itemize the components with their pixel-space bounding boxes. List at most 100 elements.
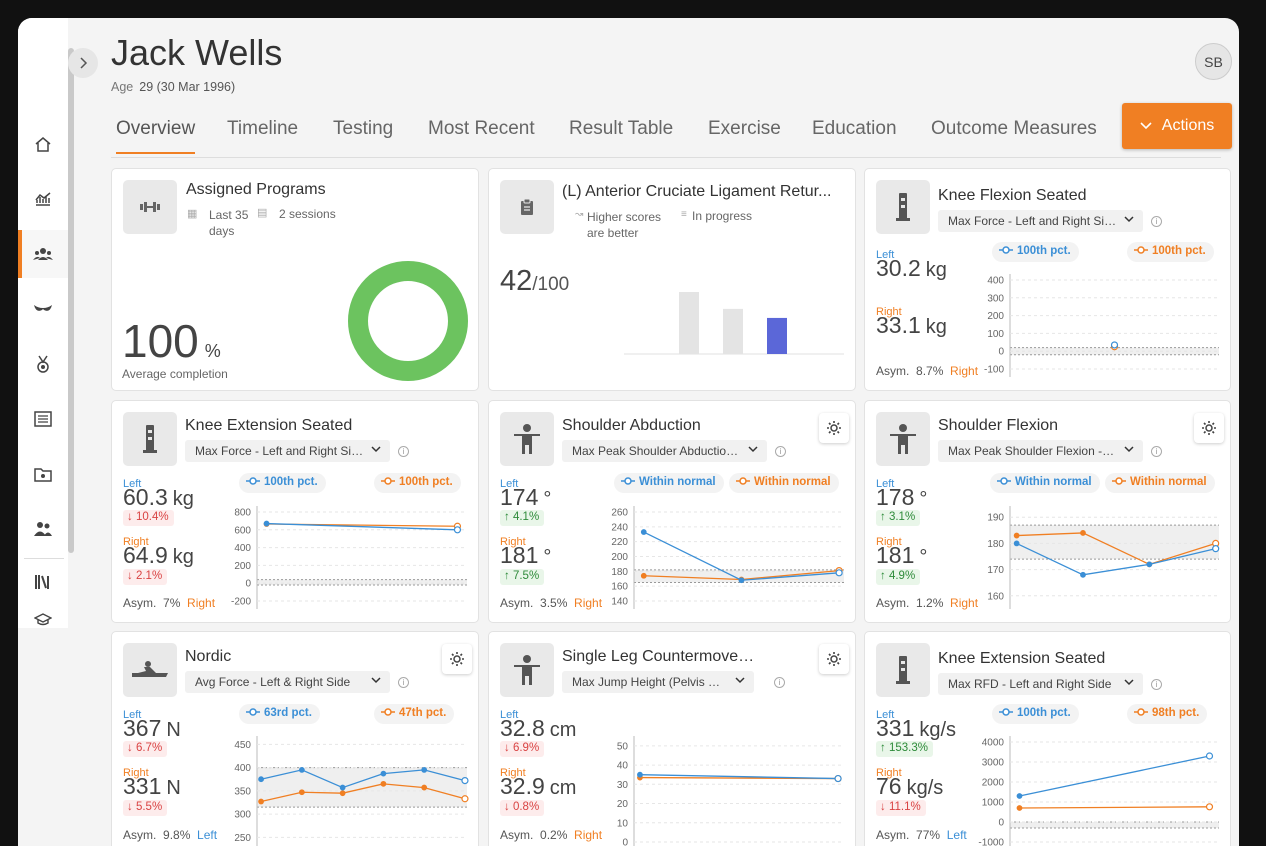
right-data-point <box>1080 530 1086 536</box>
team-icon[interactable] <box>18 505 68 553</box>
right-value: 181 ° <box>876 542 927 569</box>
right-percentile-text: 47th pct. <box>399 707 447 719</box>
tab-testing[interactable]: Testing <box>333 118 394 139</box>
metric-card[interactable]: Shoulder Flexion Max Peak Shoulder Flexi… <box>864 400 1231 623</box>
tab-overview[interactable]: Overview <box>116 118 196 154</box>
settings-button[interactable] <box>442 644 472 674</box>
right-value-number: 32.9 <box>500 773 545 799</box>
programs-title: Assigned Programs <box>186 181 326 198</box>
info-icon[interactable]: i <box>774 677 785 688</box>
info-icon[interactable]: i <box>775 446 786 457</box>
metric-card[interactable]: Knee Extension Seated Max Force - Left a… <box>111 400 479 623</box>
left-value: 331 kg/s <box>876 715 956 742</box>
left-percentile-text: 100th pct. <box>1017 245 1071 257</box>
legend-marker-icon <box>1134 708 1148 716</box>
left-data-point <box>339 784 346 791</box>
normal-range-band <box>257 767 467 808</box>
folder-icon[interactable] <box>18 450 68 498</box>
sidebar-toggle-button[interactable] <box>68 48 98 78</box>
tab-result-table[interactable]: Result Table <box>569 118 674 139</box>
acl-bar <box>723 308 743 354</box>
left-series-line <box>1019 755 1210 797</box>
acl-score-value: 42 <box>500 265 533 297</box>
person-icon <box>876 412 930 466</box>
tab-education[interactable]: Education <box>812 118 897 139</box>
tab-outcome-measures[interactable]: Outcome Measures <box>931 118 1097 139</box>
metric-select[interactable]: Max Peak Shoulder Abduction... <box>562 440 767 462</box>
metric-card[interactable]: Nordic Avg Force - Left & Right Side i L… <box>111 631 479 846</box>
left-percentile-text: 100th pct. <box>264 476 318 488</box>
right-value-number: 181 <box>876 542 915 568</box>
metric-card[interactable]: Knee Flexion Seated Max Force - Left and… <box>864 168 1231 391</box>
metric-select[interactable]: Max Force - Left and Right Side <box>185 440 390 462</box>
assigned-programs-card[interactable]: Assigned Programs ▦ Last 35 days ▤ 2 ses… <box>111 168 479 391</box>
metric-select-value: Max Peak Shoulder Abduction... <box>572 444 743 458</box>
library-icon[interactable] <box>18 558 68 606</box>
status-icon: ≡ <box>681 209 687 220</box>
left-data-point <box>738 577 745 584</box>
left-change-badge: ↑ 3.1% <box>876 510 921 526</box>
left-data-point <box>637 771 643 778</box>
left-percentile-text: Within normal <box>1015 476 1092 488</box>
y-tick-label: -200 <box>231 597 251 608</box>
info-icon[interactable]: i <box>1151 216 1162 227</box>
metric-select[interactable]: Max Force - Left and Right Side <box>938 210 1143 232</box>
asymmetry-text: Asym. 3.5% Right <box>500 596 602 610</box>
asym-side: Right <box>574 596 603 610</box>
left-value-unit: cm <box>549 719 577 741</box>
info-icon[interactable]: i <box>398 677 409 688</box>
bra-icon[interactable] <box>18 285 68 333</box>
info-icon[interactable]: i <box>1151 679 1162 690</box>
completion-value: 100% <box>122 314 221 368</box>
left-data-point <box>258 776 264 783</box>
metric-card[interactable]: Single Leg Countermovem... Max Jump Heig… <box>488 631 856 846</box>
right-series-line <box>1019 806 1210 809</box>
list-icon[interactable] <box>18 395 68 443</box>
y-tick-label: 220 <box>611 537 628 548</box>
settings-button[interactable] <box>1194 413 1224 443</box>
metric-select-value: Max Jump Height (Pelvis Displ... <box>572 675 745 689</box>
metric-select[interactable]: Max Peak Shoulder Flexion - L... <box>938 440 1143 462</box>
left-series-line <box>639 774 839 780</box>
info-icon[interactable]: i <box>398 446 409 457</box>
metric-card[interactable]: Knee Extension Seated Max RFD - Left and… <box>864 631 1231 846</box>
right-percentile-text: Within normal <box>1130 476 1207 488</box>
left-data-point <box>1013 540 1020 547</box>
sidebar <box>18 18 74 628</box>
education-icon[interactable] <box>18 600 68 640</box>
sidebar-scrollbar[interactable] <box>68 48 74 553</box>
asym-label: Asym. <box>123 596 157 610</box>
user-avatar[interactable]: SB <box>1195 43 1232 80</box>
settings-button[interactable] <box>819 644 849 674</box>
analytics-icon[interactable] <box>18 175 68 223</box>
actions-button[interactable]: Actions <box>1122 103 1232 149</box>
right-label: Right <box>123 767 149 779</box>
legend-marker-icon <box>381 477 395 485</box>
left-data-point <box>298 767 305 773</box>
right-change-text: 4.9% <box>888 570 916 582</box>
home-icon[interactable] <box>18 120 68 168</box>
right-change-badge: ↓ 5.5% <box>123 800 168 816</box>
trend-chart: 4000 3000 2000 1000 0 -1000 <box>978 736 1219 846</box>
metric-select[interactable]: Max Jump Height (Pelvis Displ... <box>562 671 754 693</box>
left-change-badge: ↓ 6.9% <box>500 741 545 757</box>
group-icon[interactable] <box>18 230 68 278</box>
trend-chart: 190 180 170 160 <box>987 506 1220 609</box>
tab-exercise[interactable]: Exercise <box>708 118 781 139</box>
y-tick-label: 300 <box>234 810 251 821</box>
metric-select[interactable]: Max RFD - Left and Right Side <box>938 673 1143 695</box>
chevron-down-icon <box>1124 446 1134 453</box>
right-change-text: 5.5% <box>135 801 163 813</box>
metric-select[interactable]: Avg Force - Left & Right Side <box>185 671 390 693</box>
info-icon[interactable]: i <box>1151 446 1162 457</box>
tab-timeline[interactable]: Timeline <box>227 118 299 139</box>
gear-icon <box>827 421 841 435</box>
asym-value: 1.2% <box>916 596 944 610</box>
y-tick-label: 260 <box>611 508 628 519</box>
medal-icon[interactable] <box>18 340 68 388</box>
metric-card[interactable]: Shoulder Abduction Max Peak Shoulder Abd… <box>488 400 856 623</box>
acl-outcome-card[interactable]: (L) Anterior Cruciate Ligament Retur... … <box>488 168 856 391</box>
left-label: Left <box>123 478 142 490</box>
settings-button[interactable] <box>819 413 849 443</box>
tab-most-recent[interactable]: Most Recent <box>428 118 535 139</box>
